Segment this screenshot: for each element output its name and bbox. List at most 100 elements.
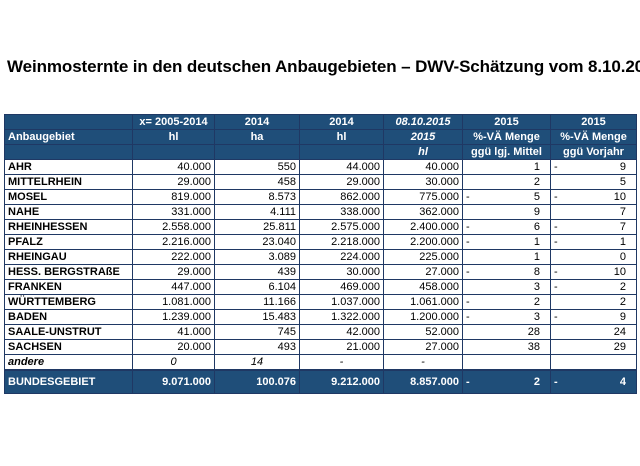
area-ha-cell: 3.089 [214, 249, 300, 265]
hl-2014-cell: 862.000 [299, 189, 384, 205]
hl-2014-cell: 2.575.000 [299, 219, 384, 235]
hl-2015-cell: 775.000 [383, 189, 463, 205]
hl-2014-cell: 1.322.000 [299, 309, 384, 325]
change-cell: - 10 [550, 189, 637, 205]
header-cell [132, 144, 215, 160]
change-cell: -9 [550, 309, 637, 325]
change-sign: - [554, 281, 558, 293]
header-row-3: hl ggü lgj. Mittel ggü Vorjahr [4, 144, 637, 160]
region-name: AHR [4, 159, 133, 175]
avg-hl-cell: 2.558.000 [132, 219, 215, 235]
header-cell: 2014 [299, 114, 384, 130]
change-value: 1 [533, 161, 540, 173]
change-sign: - [466, 221, 470, 233]
header-cell [299, 144, 384, 160]
area-ha-cell: 8.573 [214, 189, 300, 205]
table-row: RHEINGAU 222.000 3.089 224.000 225.000 1 0 [4, 249, 637, 265]
header-cell: %-VÄ Menge [462, 129, 551, 145]
header-cell [4, 114, 133, 130]
hl-2015-cell: 225.000 [383, 249, 463, 265]
area-ha-cell: 493 [214, 339, 300, 355]
change-cell: 38 [462, 339, 551, 355]
change-value: 24 [613, 326, 626, 338]
change-cell: 29 [550, 339, 637, 355]
hl-2015-cell: 40.000 [383, 159, 463, 175]
change-value: 3 [533, 281, 540, 293]
change-sign: - [466, 296, 470, 308]
hl-2014-cell: 469.000 [299, 279, 384, 295]
area-ha-cell: 100.076 [214, 369, 300, 394]
area-ha-cell: 6.104 [214, 279, 300, 295]
change-cell: -8 [462, 264, 551, 280]
hl-2015-cell: 30.000 [383, 174, 463, 190]
region-name: SAALE-UNSTRUT [4, 324, 133, 340]
change-value: 9 [533, 206, 540, 218]
region-name: RHEINGAU [4, 249, 133, 265]
change-value: 5 [533, 191, 540, 203]
hl-2015-cell: 1.200.000 [383, 309, 463, 325]
avg-hl-cell: 1.081.000 [132, 294, 215, 310]
change-sign: - [466, 236, 470, 248]
table-row: AHR 40.000 550 44.000 40.000 1-9 [4, 159, 637, 175]
hl-2014-cell: 224.000 [299, 249, 384, 265]
region-name: FRANKEN [4, 279, 133, 295]
change-cell: 1 [462, 159, 551, 175]
change-cell: -6 [462, 219, 551, 235]
table-row: NAHE 331.000 4.111 338.000 362.000 9 7 [4, 204, 637, 220]
header-cell: %-VÄ Menge [550, 129, 637, 145]
change-cell: -7 [550, 219, 637, 235]
change-value: 9 [619, 161, 626, 173]
table-row: MOSEL 819.000 8.573 862.000 775.000-5-10 [4, 189, 637, 205]
hl-2014-cell: 30.000 [299, 264, 384, 280]
change-cell: -9 [550, 159, 637, 175]
avg-hl-cell: 331.000 [132, 204, 215, 220]
change-sign: - [466, 266, 470, 278]
table-row: MITTELRHEIN 29.000 458 29.000 30.000 2 5 [4, 174, 637, 190]
change-value: 4 [619, 376, 626, 388]
change-value: 7 [619, 221, 626, 233]
header-cell: 08.10.2015 [383, 114, 463, 130]
total-row: BUNDESGEBIET 9.071.000 100.076 9.212.000 8.8… [4, 369, 637, 394]
header-cell [214, 144, 300, 160]
area-ha-cell: 745 [214, 324, 300, 340]
area-ha-cell: 439 [214, 264, 300, 280]
region-name: WÜRTTEMBERG [4, 294, 133, 310]
change-sign: - [554, 161, 558, 173]
hl-2014-cell: 2.218.000 [299, 234, 384, 250]
change-sign: - [554, 376, 558, 388]
change-value: 2 [619, 281, 626, 293]
change-value: 5 [619, 176, 626, 188]
region-name: MITTELRHEIN [4, 174, 133, 190]
change-value: 29 [613, 341, 626, 353]
change-cell: -2 [462, 294, 551, 310]
area-ha-cell: 11.166 [214, 294, 300, 310]
change-value: 10 [613, 266, 626, 278]
change-sign: - [554, 221, 558, 233]
area-ha-cell: 4.111 [214, 204, 300, 220]
change-value: 2 [533, 376, 540, 388]
change-cell: 1 [462, 249, 551, 265]
region-name: HESS. BERGSTRAßE [4, 264, 133, 280]
avg-hl-cell: 447.000 [132, 279, 215, 295]
change-value: 6 [533, 221, 540, 233]
change-value: 8 [533, 266, 540, 278]
avg-hl-cell: 40.000 [132, 159, 215, 175]
region-name: BUNDESGEBIET [4, 369, 133, 394]
change-value: 2 [533, 176, 540, 188]
table-row: WÜRTTEMBERG 1.081.000 11.166 1.037.000 1.061… [4, 294, 637, 310]
change-sign: - [554, 236, 558, 248]
avg-hl-cell: 29.000 [132, 174, 215, 190]
change-cell: -2 [550, 279, 637, 295]
header-row-1: x= 2005-2014 2014 2014 08.10.2015 2015 2… [4, 114, 637, 130]
header-cell [4, 144, 133, 160]
hl-2015-cell: 2.400.000 [383, 219, 463, 235]
table-row: SAALE-UNSTRUT 41.000 745 42.000 52.000 28 24 [4, 324, 637, 340]
hl-2014-cell: 9.212.000 [299, 369, 384, 394]
change-sign: - [554, 311, 558, 323]
hl-2014-cell: 338.000 [299, 204, 384, 220]
hl-2015-cell: 2.200.000 [383, 234, 463, 250]
change-cell: 3 [462, 279, 551, 295]
change-cell: 2 [462, 174, 551, 190]
change-value: 1 [533, 236, 540, 248]
header-cell: 2014 [214, 114, 300, 130]
